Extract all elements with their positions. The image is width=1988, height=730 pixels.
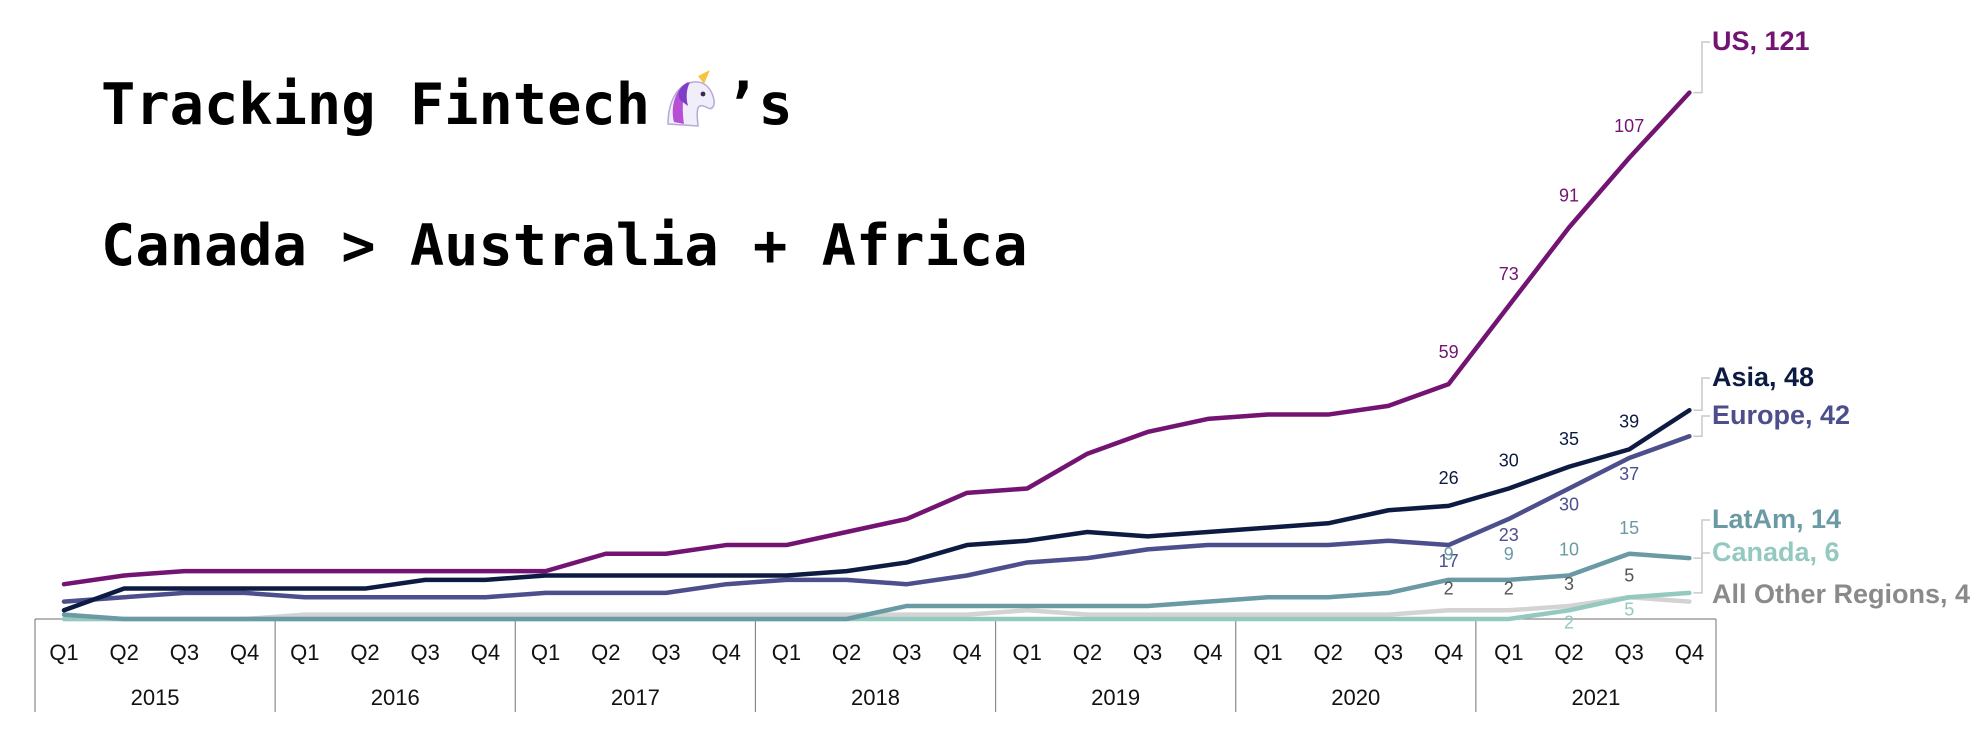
- data-label-asia: 26: [1439, 468, 1459, 488]
- data-label-us: 59: [1439, 342, 1459, 362]
- data-label-europe: 37: [1619, 464, 1639, 484]
- data-label-latam: 10: [1559, 540, 1579, 560]
- x-axis: Q1 Q2 Q3 Q4 Q1 Q2 Q3 Q4 Q1 Q2 Q3 Q4 Q1 Q2 Q3 Q4 Q1 Q2 Q3 Q4…: [34, 618, 1717, 712]
- leader-line-asia: [1693, 377, 1710, 411]
- year-label: 2017: [611, 685, 660, 710]
- x-tick-label: Q4: [1434, 640, 1463, 665]
- unicorn-icon: [654, 70, 720, 140]
- x-tick-label: Q2: [1314, 640, 1343, 665]
- end-label-us: US, 121: [1712, 26, 1810, 56]
- series-line-us: [61, 90, 1692, 587]
- series-line-all-other-regions: [61, 595, 1692, 622]
- series-line-asia: [61, 407, 1692, 613]
- data-label-canada: 5: [1624, 599, 1634, 619]
- data-label-latam: 15: [1619, 518, 1639, 538]
- x-tick-label: Q3: [1133, 640, 1162, 665]
- title-text: Tracking Fintech: [101, 72, 651, 138]
- x-tick-label: Q3: [411, 640, 440, 665]
- end-label-latam: LatAm, 14: [1712, 504, 1841, 534]
- x-tick-label: Q2: [1554, 640, 1583, 665]
- x-tick-label: Q4: [471, 640, 500, 665]
- end-label-europe: Europe, 42: [1712, 400, 1850, 430]
- x-tick-label: Q3: [1615, 640, 1644, 665]
- data-label-europe: 30: [1559, 495, 1579, 515]
- x-tick-label: Q3: [892, 640, 921, 665]
- year-label: 2019: [1091, 685, 1140, 710]
- x-tick-label: Q2: [110, 640, 139, 665]
- leader-line-us: [1693, 41, 1710, 94]
- data-label-all-other-regions: 3: [1564, 574, 1574, 594]
- x-tick-label: Q3: [651, 640, 680, 665]
- x-tick-label: Q4: [952, 640, 981, 665]
- x-tick-label: Q4: [230, 640, 259, 665]
- data-label-all-other-regions: 5: [1624, 565, 1634, 585]
- series-line-europe: [61, 434, 1692, 604]
- x-tick-label: Q2: [591, 640, 620, 665]
- year-label: 2016: [371, 685, 420, 710]
- end-label-asia: Asia, 48: [1712, 362, 1814, 392]
- data-label-all-other-regions: 2: [1504, 578, 1514, 598]
- leader-line-latam: [1693, 519, 1710, 559]
- end-label-canada: Canada, 6: [1712, 537, 1840, 567]
- data-label-us: 73: [1499, 264, 1519, 284]
- x-tick-label: Q1: [1494, 640, 1523, 665]
- data-label-asia: 30: [1499, 451, 1519, 471]
- x-tick-label: Q1: [290, 640, 319, 665]
- data-label-latam: 9: [1504, 544, 1514, 564]
- x-tick-label: Q1: [1013, 640, 1042, 665]
- x-tick-label: Q2: [350, 640, 379, 665]
- year-label: 2018: [851, 685, 900, 710]
- x-tick-label: Q4: [1193, 640, 1222, 665]
- x-tick-label: Q3: [170, 640, 199, 665]
- x-tick-label: Q1: [1253, 640, 1282, 665]
- x-tick-label: Q4: [1675, 640, 1704, 665]
- data-label-canada: 2: [1564, 612, 1574, 632]
- data-label-europe: 17: [1439, 551, 1459, 571]
- chart-title: Tracking Fintech ’s: [101, 70, 793, 140]
- x-tick-label: Q4: [712, 640, 741, 665]
- data-label-latam: 9: [1444, 544, 1454, 564]
- x-tick-label: Q1: [49, 640, 78, 665]
- x-tick-label: Q1: [531, 640, 560, 665]
- data-label-asia: 39: [1619, 411, 1639, 431]
- leader-line-canada: [1693, 552, 1710, 594]
- data-label-us: 91: [1559, 186, 1579, 206]
- data-label-all-other-regions: 2: [1444, 578, 1454, 598]
- chart-subtitle: Canada > Australia + Africa: [101, 213, 1028, 279]
- x-tick-label: Q2: [1073, 640, 1102, 665]
- data-label-europe: 23: [1499, 525, 1519, 545]
- year-label: 2020: [1331, 685, 1380, 710]
- data-label-asia: 35: [1559, 429, 1579, 449]
- end-label-all-other-regions: All Other Regions, 4: [1712, 579, 1970, 609]
- x-tick-label: Q1: [772, 640, 801, 665]
- x-tick-label: Q2: [832, 640, 861, 665]
- x-tick-label: Q3: [1374, 640, 1403, 665]
- leader-line-europe: [1693, 415, 1710, 438]
- year-label: 2015: [131, 685, 180, 710]
- title-suffix: ’s: [724, 72, 793, 138]
- series-line-latam: [61, 551, 1692, 622]
- year-label: 2021: [1571, 685, 1620, 710]
- data-label-us: 107: [1614, 116, 1644, 136]
